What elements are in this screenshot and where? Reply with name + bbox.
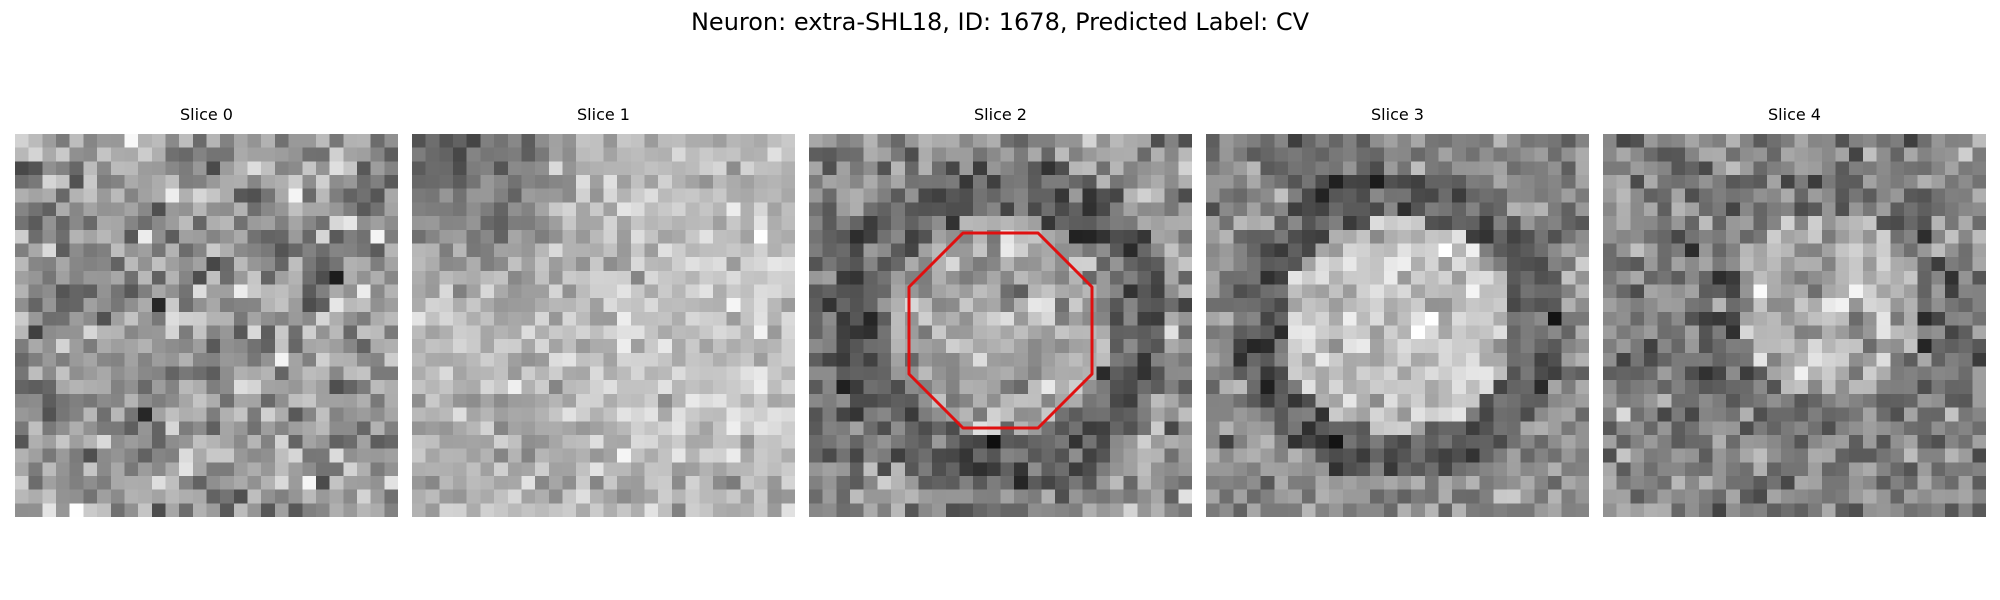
slice-image-4 (1603, 134, 1986, 517)
slice-image-1 (412, 134, 795, 517)
slice-panel-2: Slice 2 (809, 105, 1192, 517)
slice-panel-4: Slice 4 (1603, 105, 1986, 517)
slice-title-2: Slice 2 (974, 105, 1027, 124)
slice-title-3: Slice 3 (1371, 105, 1424, 124)
figure-title: Neuron: extra-SHL18, ID: 1678, Predicted… (690, 8, 1310, 36)
slice-panel-1: Slice 1 (412, 105, 795, 517)
slice-image-3 (1206, 134, 1589, 517)
slice-image-0 (15, 134, 398, 517)
slice-title-0: Slice 0 (180, 105, 233, 124)
slice-image-2 (809, 134, 1192, 517)
slice-title-1: Slice 1 (577, 105, 630, 124)
slice-title-4: Slice 4 (1768, 105, 1821, 124)
slice-panel-0: Slice 0 (15, 105, 398, 517)
slice-panel-3: Slice 3 (1206, 105, 1589, 517)
